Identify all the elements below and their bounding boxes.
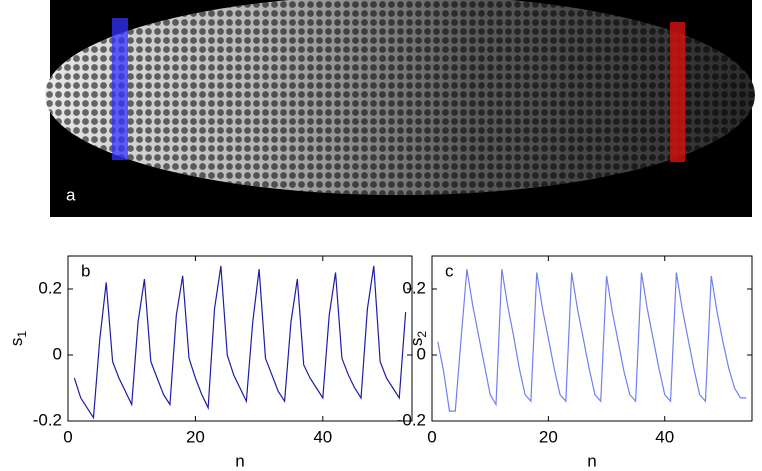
panel-label: c bbox=[445, 261, 454, 280]
y-axis-label-subscript: 2 bbox=[415, 331, 429, 338]
x-tick-label: 20 bbox=[539, 427, 558, 446]
y-tick-label: 0 bbox=[53, 344, 62, 363]
y-axis-label-main: s bbox=[7, 338, 26, 347]
y-tick-label: 0 bbox=[417, 344, 426, 363]
y-tick-label: 0.2 bbox=[38, 278, 62, 297]
x-tick-label: 40 bbox=[655, 427, 674, 446]
x-tick-label: 20 bbox=[186, 427, 205, 446]
y-tick-label: -0.2 bbox=[33, 410, 62, 429]
nuclei-texture bbox=[45, 0, 755, 195]
y-axis-label: s2 bbox=[407, 331, 429, 347]
x-tick-label: 0 bbox=[427, 427, 436, 446]
y-axis-label-main: s bbox=[407, 338, 426, 347]
panel-label: a bbox=[66, 185, 76, 204]
panel-label: b bbox=[81, 261, 90, 280]
x-axis-label: n bbox=[235, 451, 244, 470]
y-tick-label: -0.2 bbox=[397, 410, 426, 429]
y-axis-label: s1 bbox=[7, 331, 29, 347]
data-line bbox=[437, 269, 747, 412]
x-tick-label: 40 bbox=[313, 427, 332, 446]
y-axis-label-subscript: 1 bbox=[15, 331, 29, 338]
axes-box bbox=[67, 255, 413, 422]
red-strip bbox=[670, 22, 685, 162]
y-tick-label: 0.2 bbox=[402, 278, 426, 297]
axes-box bbox=[431, 255, 753, 422]
x-axis-label: n bbox=[587, 451, 596, 470]
x-tick-label: 0 bbox=[63, 427, 72, 446]
micrograph: a bbox=[45, 0, 755, 217]
blue-strip bbox=[112, 18, 128, 160]
data-line bbox=[73, 265, 407, 420]
